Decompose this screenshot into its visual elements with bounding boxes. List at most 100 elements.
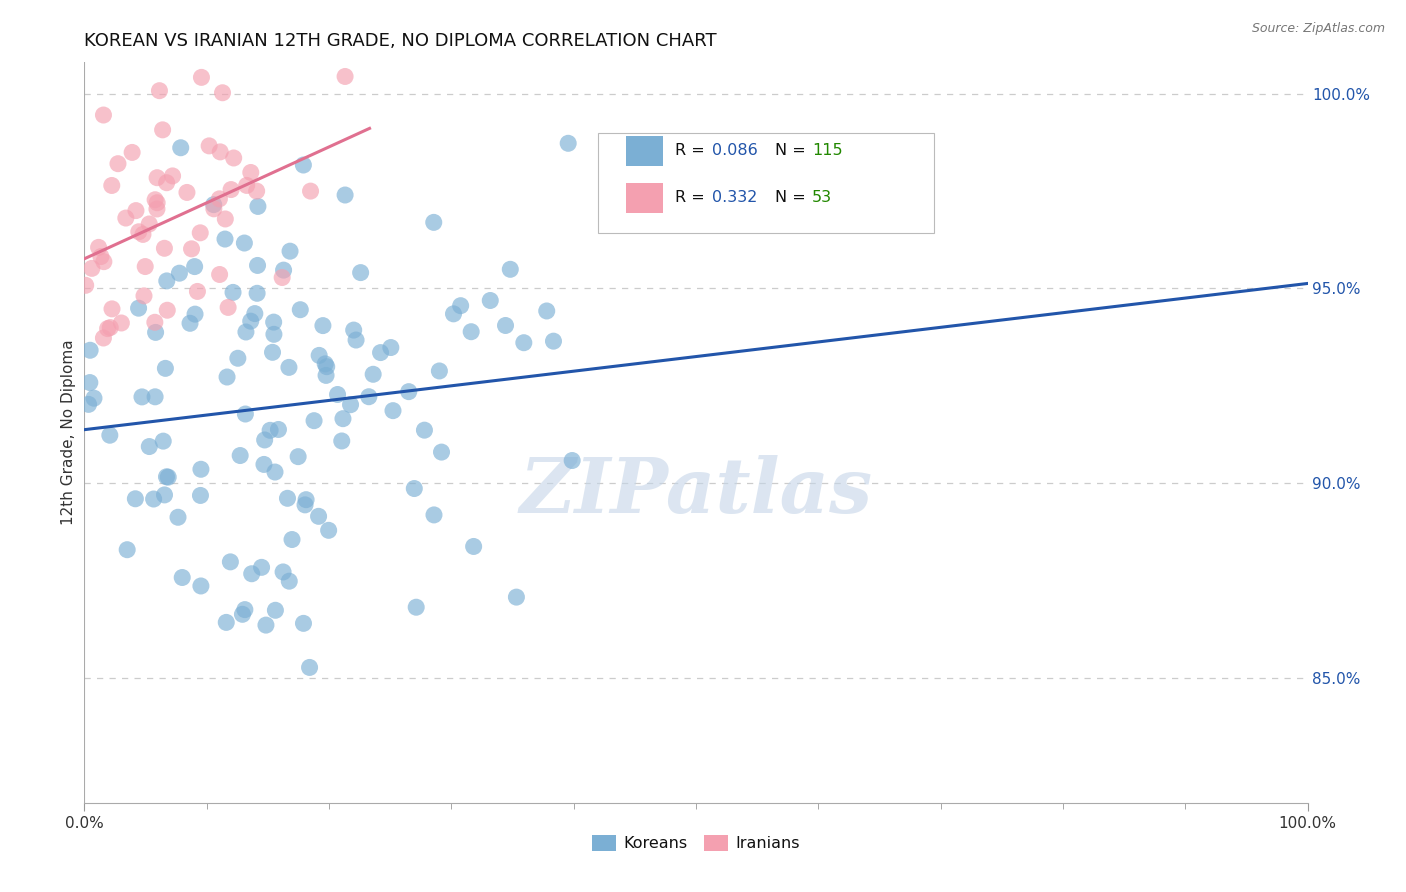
Point xyxy=(314,357,336,371)
Point xyxy=(114,211,136,225)
Point xyxy=(79,343,101,358)
Point xyxy=(382,403,405,417)
Point xyxy=(83,391,105,405)
Point xyxy=(423,508,446,522)
Point xyxy=(235,407,257,421)
Point xyxy=(264,603,287,617)
Point xyxy=(404,482,426,496)
Point xyxy=(281,533,304,547)
Point xyxy=(235,325,257,339)
Point xyxy=(208,192,231,206)
Point xyxy=(121,145,143,160)
Point xyxy=(138,440,160,454)
Point xyxy=(271,565,294,579)
Point xyxy=(93,108,115,122)
Point xyxy=(190,579,212,593)
Point xyxy=(186,285,208,299)
Point xyxy=(156,303,179,318)
Point xyxy=(312,318,335,333)
Point xyxy=(190,70,212,85)
Point xyxy=(97,321,120,335)
Text: ZIPatlas: ZIPatlas xyxy=(519,455,873,529)
Point xyxy=(271,270,294,285)
Point xyxy=(273,263,295,277)
Point xyxy=(229,449,252,463)
Point xyxy=(398,384,420,399)
FancyBboxPatch shape xyxy=(626,183,664,212)
Point xyxy=(422,215,444,229)
Point xyxy=(146,202,169,216)
Point xyxy=(262,345,284,359)
Y-axis label: 12th Grade, No Diploma: 12th Grade, No Diploma xyxy=(60,340,76,525)
Point xyxy=(513,335,536,350)
Point xyxy=(152,123,174,137)
Point xyxy=(344,333,367,347)
Point xyxy=(98,428,121,442)
Point xyxy=(278,360,301,375)
Point xyxy=(349,266,371,280)
Point xyxy=(333,70,356,84)
Point xyxy=(443,307,465,321)
Point xyxy=(100,178,122,193)
Point xyxy=(292,158,315,172)
Point xyxy=(246,259,269,273)
Point xyxy=(131,390,153,404)
Text: 0.332: 0.332 xyxy=(711,190,758,205)
Point xyxy=(107,157,129,171)
Point xyxy=(240,566,263,581)
Point xyxy=(155,361,177,376)
Point xyxy=(250,560,273,574)
Point xyxy=(499,262,522,277)
Point xyxy=(246,286,269,301)
Point xyxy=(190,462,212,476)
Point xyxy=(315,368,337,383)
Point xyxy=(226,351,249,366)
Point xyxy=(253,433,276,447)
Text: R =: R = xyxy=(675,190,710,205)
Point xyxy=(290,302,312,317)
Point xyxy=(93,254,115,268)
Point xyxy=(505,590,527,604)
Point xyxy=(132,289,155,303)
Text: 0.086: 0.086 xyxy=(711,143,758,158)
Point xyxy=(333,188,356,202)
Point xyxy=(124,491,146,506)
Text: N =: N = xyxy=(776,190,811,205)
Point xyxy=(146,170,169,185)
Point xyxy=(219,555,242,569)
Point xyxy=(308,348,330,362)
Point xyxy=(101,301,124,316)
Point xyxy=(162,169,184,183)
Text: R =: R = xyxy=(675,143,710,158)
Point xyxy=(169,266,191,280)
Point xyxy=(253,458,276,472)
Point xyxy=(243,307,266,321)
Point xyxy=(215,615,238,630)
Point xyxy=(267,422,290,436)
Point xyxy=(294,498,316,512)
Point xyxy=(211,86,233,100)
Point xyxy=(214,232,236,246)
Point xyxy=(233,602,256,616)
Point xyxy=(184,307,207,321)
Point xyxy=(202,197,225,211)
Point xyxy=(156,176,179,190)
Point xyxy=(339,398,361,412)
Text: KOREAN VS IRANIAN 12TH GRADE, NO DIPLOMA CORRELATION CHART: KOREAN VS IRANIAN 12TH GRADE, NO DIPLOMA… xyxy=(84,32,717,50)
Point xyxy=(326,387,349,401)
Point xyxy=(263,327,285,342)
Point xyxy=(463,540,485,554)
Point xyxy=(156,274,179,288)
Point xyxy=(148,84,170,98)
Point xyxy=(295,492,318,507)
Point xyxy=(450,299,472,313)
Point xyxy=(302,414,325,428)
Point xyxy=(298,660,321,674)
Point xyxy=(153,488,176,502)
Point xyxy=(246,184,269,198)
Point xyxy=(405,600,427,615)
Point xyxy=(219,183,242,197)
Point xyxy=(98,320,121,334)
Point xyxy=(429,364,451,378)
Point xyxy=(202,202,225,216)
